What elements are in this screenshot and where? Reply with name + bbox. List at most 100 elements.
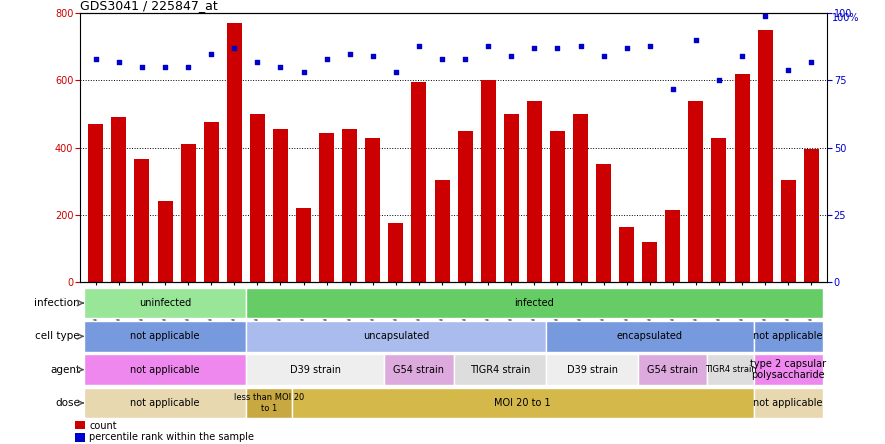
Text: TIGR4 strain: TIGR4 strain [704, 365, 757, 374]
Point [481, 42, 496, 49]
Bar [342, 129, 358, 282]
Text: uninfected: uninfected [139, 298, 191, 308]
Text: TIGR4 strain: TIGR4 strain [470, 365, 530, 375]
Bar [227, 24, 242, 282]
Bar [754, 388, 823, 418]
Bar [204, 123, 219, 282]
Text: G54 strain: G54 strain [647, 365, 698, 375]
Point [689, 37, 703, 44]
Bar [481, 80, 496, 282]
Bar [246, 321, 546, 352]
Bar [435, 179, 450, 282]
Bar [707, 354, 754, 385]
Bar [573, 114, 588, 282]
Text: not applicable: not applicable [130, 331, 200, 341]
Point [550, 45, 565, 52]
Text: encapsulated: encapsulated [617, 331, 682, 341]
Point [781, 66, 796, 73]
Bar [758, 30, 773, 282]
Text: percentile rank within the sample: percentile rank within the sample [89, 432, 254, 442]
Bar [319, 132, 335, 282]
Bar [643, 242, 658, 282]
Text: agent: agent [50, 365, 81, 375]
Bar [84, 288, 246, 318]
Text: 100%: 100% [832, 13, 859, 24]
Point [181, 63, 196, 71]
Point [504, 53, 519, 60]
Bar [754, 321, 823, 352]
Text: infection: infection [35, 298, 81, 308]
Point [204, 50, 219, 57]
Text: not applicable: not applicable [753, 331, 823, 341]
Bar [181, 144, 196, 282]
Text: D39 strain: D39 strain [289, 365, 341, 375]
Text: GDS3041 / 225847_at: GDS3041 / 225847_at [80, 0, 218, 12]
Bar [735, 74, 750, 282]
Text: not applicable: not applicable [130, 365, 200, 375]
Point [342, 50, 357, 57]
Bar [454, 354, 546, 385]
Bar [550, 131, 565, 282]
Bar [246, 354, 384, 385]
Bar [273, 129, 288, 282]
Bar [246, 288, 823, 318]
Bar [546, 321, 754, 352]
Point [596, 53, 611, 60]
Point [412, 42, 426, 49]
Bar [620, 226, 635, 282]
Point [620, 45, 634, 52]
Point [250, 58, 265, 65]
Bar [638, 354, 707, 385]
Text: cell type: cell type [35, 331, 81, 341]
Text: not applicable: not applicable [130, 398, 200, 408]
Point [296, 69, 311, 76]
Bar [781, 179, 796, 282]
Point [273, 63, 288, 71]
Point [712, 77, 726, 84]
Bar [246, 388, 292, 418]
Bar [292, 388, 754, 418]
Bar [458, 131, 473, 282]
Bar [366, 138, 381, 282]
Point [735, 53, 750, 60]
Bar [75, 433, 85, 441]
Point [135, 63, 149, 71]
Point [319, 56, 334, 63]
Bar [389, 223, 404, 282]
Bar [250, 114, 265, 282]
Point [666, 85, 680, 92]
Point [366, 53, 380, 60]
Text: less than MOI 20
to 1: less than MOI 20 to 1 [234, 393, 304, 412]
Text: type 2 capsular
polysaccharide: type 2 capsular polysaccharide [750, 359, 827, 381]
Bar [112, 117, 127, 282]
Bar [84, 321, 246, 352]
Bar [296, 208, 311, 282]
Bar [504, 114, 519, 282]
Point [758, 12, 773, 20]
Bar [712, 138, 727, 282]
Bar [88, 124, 104, 282]
Point [458, 56, 473, 63]
Point [112, 58, 126, 65]
Text: dose: dose [55, 398, 81, 408]
Bar [84, 388, 246, 418]
Bar [596, 164, 611, 282]
Text: not applicable: not applicable [753, 398, 823, 408]
Bar [158, 202, 173, 282]
Bar [546, 354, 638, 385]
Bar [527, 101, 542, 282]
Point [573, 42, 588, 49]
Bar [384, 354, 454, 385]
Text: MOI 20 to 1: MOI 20 to 1 [495, 398, 551, 408]
Bar [754, 354, 823, 385]
Point [435, 56, 449, 63]
Text: count: count [89, 420, 117, 431]
Bar [689, 101, 704, 282]
Point [88, 56, 103, 63]
Bar [804, 149, 819, 282]
Bar [75, 421, 85, 429]
Point [389, 69, 403, 76]
Point [527, 45, 542, 52]
Bar [84, 354, 246, 385]
Bar [412, 82, 427, 282]
